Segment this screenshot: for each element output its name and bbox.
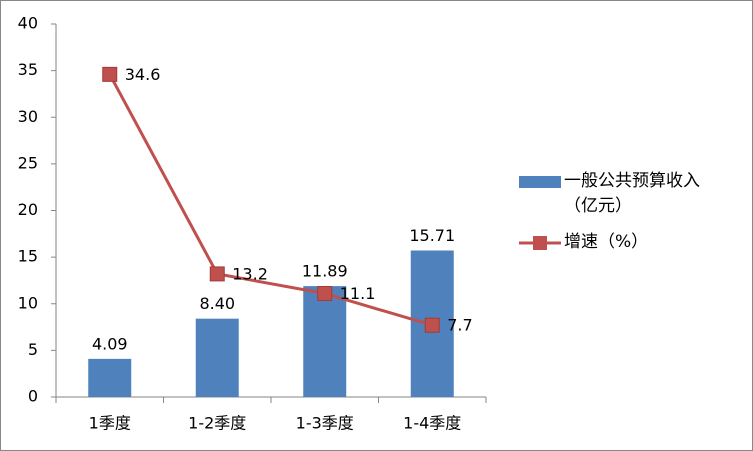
bar <box>88 358 132 397</box>
y-tick-label: 20 <box>18 200 38 219</box>
y-tick-label: 0 <box>28 387 38 406</box>
bar-value-label: 4.09 <box>92 334 128 353</box>
y-tick-label: 15 <box>18 247 38 266</box>
y-tick-label: 25 <box>18 153 38 172</box>
x-tick-label: 1-2季度 <box>188 414 246 433</box>
bar <box>303 286 347 397</box>
line-value-label: 11.1 <box>340 284 376 303</box>
line-marker <box>424 317 440 333</box>
line <box>108 73 433 327</box>
x-tick-label: 1-3季度 <box>296 414 354 433</box>
y-tick-label: 10 <box>18 293 38 312</box>
bar-value-label: 15.71 <box>409 226 455 245</box>
y-tick-label: 35 <box>18 60 38 79</box>
y-tick-label: 5 <box>28 340 38 359</box>
line-value-label: 34.6 <box>125 65 161 84</box>
legend-swatch <box>533 236 547 250</box>
line-value-label: 13.2 <box>232 264 268 283</box>
legend-label: 一般公共预算收入（亿元） <box>564 171 700 216</box>
line-marker <box>209 266 225 282</box>
line-marker <box>317 285 333 301</box>
y-tick-label: 30 <box>18 107 38 126</box>
line-marker <box>102 66 118 82</box>
legend-label: 增速（%） <box>564 232 649 252</box>
x-tick-label: 1-4季度 <box>403 414 461 433</box>
y-tick-label: 40 <box>18 14 38 33</box>
x-tick-label: 1季度 <box>89 414 131 433</box>
legend-swatch <box>519 176 561 188</box>
bar-value-label: 8.40 <box>199 294 235 313</box>
line-value-label: 7.7 <box>447 316 472 335</box>
bar <box>195 318 239 397</box>
bar-value-label: 11.89 <box>302 262 348 281</box>
